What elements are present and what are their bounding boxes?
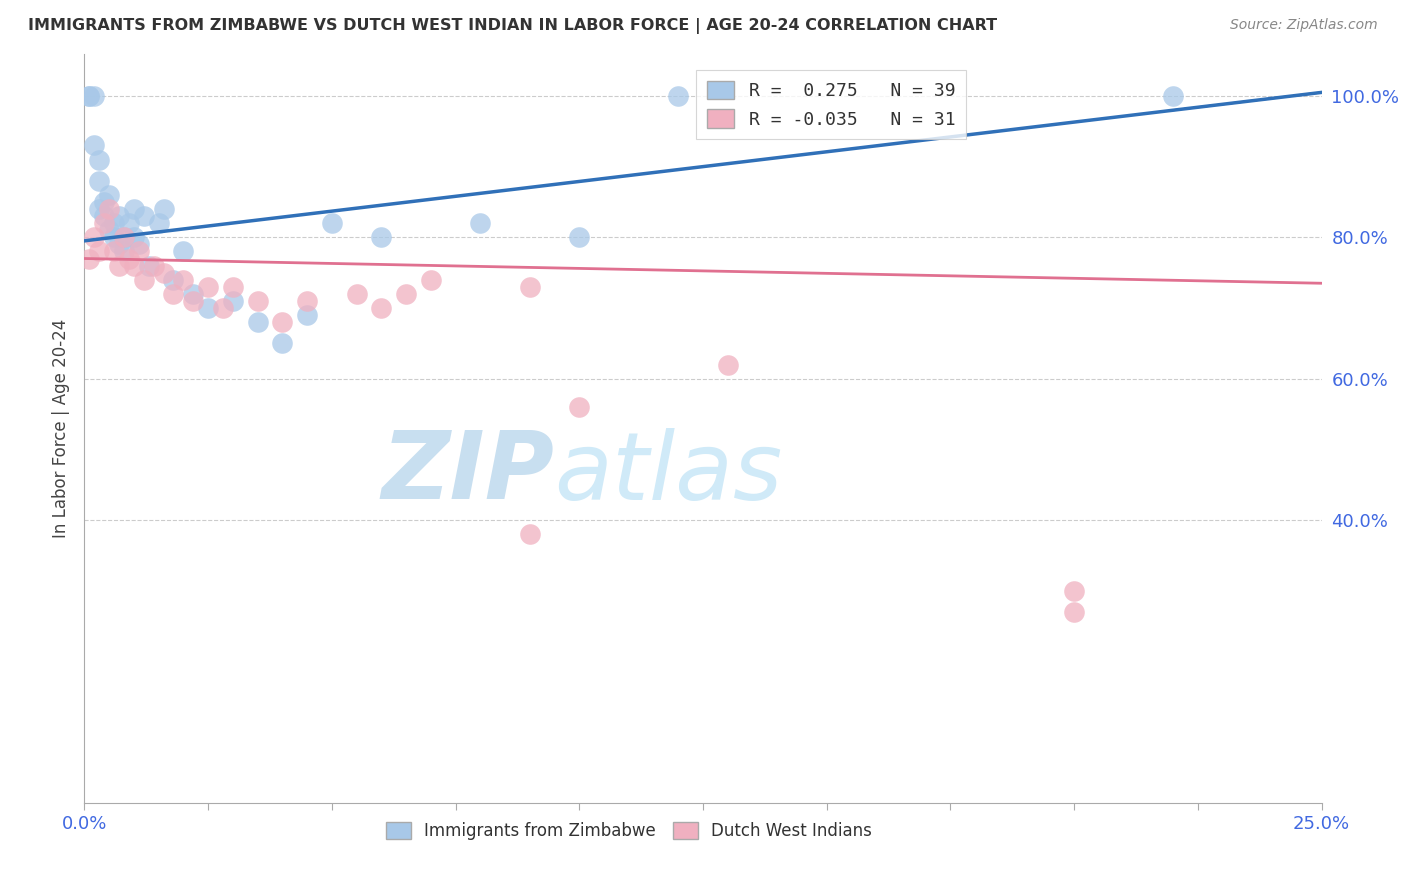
Point	[132, 273, 155, 287]
Point	[271, 315, 294, 329]
Point	[246, 293, 269, 308]
Point	[79, 89, 101, 103]
Legend: Immigrants from Zimbabwe, Dutch West Indians: Immigrants from Zimbabwe, Dutch West Ind…	[380, 815, 879, 847]
Point	[148, 216, 170, 230]
Text: atlas: atlas	[554, 427, 783, 518]
Point	[128, 237, 150, 252]
Point	[568, 400, 591, 414]
Point	[246, 315, 269, 329]
Point	[93, 209, 115, 223]
Point	[89, 153, 111, 167]
Point	[172, 244, 194, 259]
Point	[89, 202, 111, 216]
Point	[197, 280, 219, 294]
Point	[519, 280, 541, 294]
Point	[122, 202, 145, 216]
Point	[370, 230, 392, 244]
Point	[295, 308, 318, 322]
Point	[181, 286, 204, 301]
Point	[112, 244, 135, 259]
Point	[222, 280, 245, 294]
Point	[112, 230, 135, 244]
Point	[181, 293, 204, 308]
Point	[118, 216, 141, 230]
Point	[470, 216, 492, 230]
Point	[419, 273, 441, 287]
Point	[666, 89, 689, 103]
Point	[222, 293, 245, 308]
Point	[79, 252, 101, 266]
Point	[1063, 583, 1085, 598]
Point	[118, 252, 141, 266]
Point	[346, 286, 368, 301]
Point	[122, 230, 145, 244]
Point	[98, 187, 121, 202]
Point	[395, 286, 418, 301]
Point	[79, 89, 101, 103]
Point	[197, 301, 219, 315]
Point	[122, 259, 145, 273]
Point	[98, 223, 121, 237]
Point	[1161, 89, 1184, 103]
Point	[93, 194, 115, 209]
Point	[321, 216, 343, 230]
Point	[83, 89, 105, 103]
Point	[108, 209, 131, 223]
Point	[83, 138, 105, 153]
Point	[128, 244, 150, 259]
Point	[103, 216, 125, 230]
Point	[172, 273, 194, 287]
Point	[162, 286, 184, 301]
Point	[98, 202, 121, 216]
Point	[138, 259, 160, 273]
Point	[103, 244, 125, 259]
Point	[83, 230, 105, 244]
Point	[717, 358, 740, 372]
Point	[295, 293, 318, 308]
Point	[89, 244, 111, 259]
Point	[519, 527, 541, 541]
Point	[271, 336, 294, 351]
Point	[162, 273, 184, 287]
Point	[108, 259, 131, 273]
Point	[1063, 605, 1085, 619]
Point	[93, 216, 115, 230]
Y-axis label: In Labor Force | Age 20-24: In Labor Force | Age 20-24	[52, 318, 70, 538]
Point	[152, 202, 174, 216]
Point	[212, 301, 235, 315]
Point	[142, 259, 165, 273]
Point	[132, 209, 155, 223]
Text: Source: ZipAtlas.com: Source: ZipAtlas.com	[1230, 18, 1378, 32]
Point	[108, 237, 131, 252]
Point	[370, 301, 392, 315]
Point	[112, 230, 135, 244]
Text: ZIP: ZIP	[381, 427, 554, 519]
Text: IMMIGRANTS FROM ZIMBABWE VS DUTCH WEST INDIAN IN LABOR FORCE | AGE 20-24 CORRELA: IMMIGRANTS FROM ZIMBABWE VS DUTCH WEST I…	[28, 18, 997, 34]
Point	[103, 230, 125, 244]
Point	[152, 266, 174, 280]
Point	[89, 174, 111, 188]
Point	[568, 230, 591, 244]
